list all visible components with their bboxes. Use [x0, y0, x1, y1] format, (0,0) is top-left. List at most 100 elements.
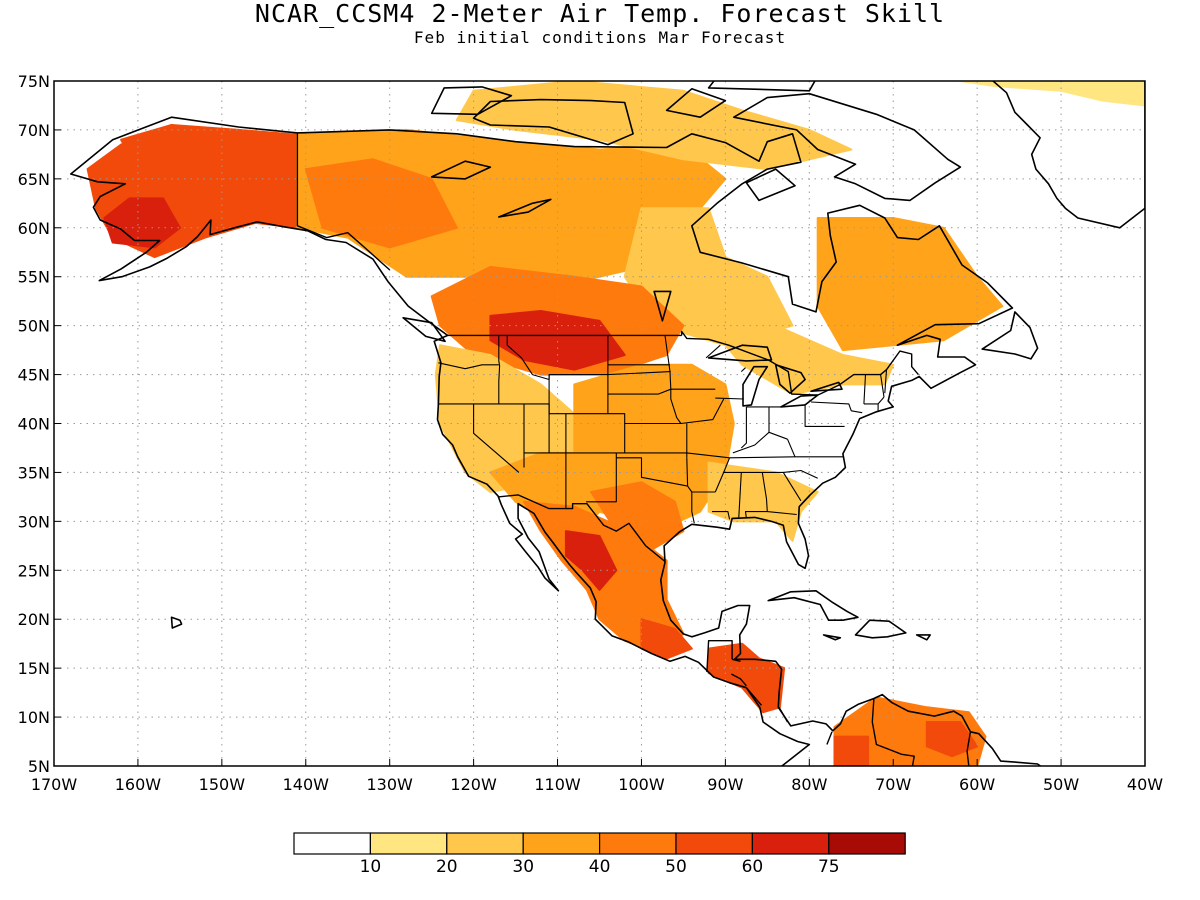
coastline-great-slave [497, 198, 552, 218]
coastline-hispaniola [854, 619, 907, 639]
state-border [804, 403, 845, 427]
lat-tick-label: 25N [18, 561, 50, 580]
lat-tick-label: 5N [28, 757, 50, 776]
state-border [498, 335, 501, 404]
state-border [732, 431, 788, 454]
colorbar-swatch [293, 832, 372, 855]
coastline-banks [430, 86, 513, 116]
lon-tick-label: 80W [791, 775, 827, 794]
lon-tick-label: 170W [31, 775, 78, 794]
coastline-southampton [745, 168, 796, 202]
lon-tick-label: 150W [199, 775, 246, 794]
lat-tick-label: 10N [18, 708, 50, 727]
state-border [712, 511, 731, 520]
coastline-somerset [665, 88, 727, 118]
border-layer [296, 132, 972, 766]
state-border [884, 369, 888, 394]
coastline-cuba [767, 589, 859, 622]
border-central-america [778, 706, 789, 723]
lon-tick-label: 100W [618, 775, 665, 794]
state-border [473, 403, 520, 473]
skill-region-alaska-core [103, 197, 181, 249]
skill-region-quebec-labrador [816, 217, 1004, 352]
skill-region-greenland-fringe [959, 81, 1145, 107]
state-border [738, 472, 742, 518]
state-border [616, 457, 688, 487]
colorbar-swatch [828, 832, 906, 855]
lat-tick-label: 55N [18, 268, 50, 287]
lat-tick-label: 45N [18, 366, 50, 385]
lat-tick-label: 35N [18, 463, 50, 482]
colorbar-label: 30 [512, 857, 534, 877]
skill-region-venezuela-core [925, 721, 979, 758]
lon-tick-label: 140W [283, 775, 330, 794]
skill-region-colombia-core [833, 735, 870, 766]
state-border [722, 469, 818, 479]
lon-tick-label: 120W [450, 775, 497, 794]
lon-tick-label: 50W [1043, 775, 1079, 794]
colorbar-swatch [522, 832, 601, 855]
colorbar: 10 20 30 40 50 60 75 [293, 832, 906, 877]
colorbar-label: 40 [589, 857, 611, 877]
coastline-north-america [70, 116, 1042, 766]
chart-subtitle: Feb initial conditions Mar Forecast [413, 28, 787, 47]
lat-tick-label: 70N [18, 121, 50, 140]
border-us-canada-east [681, 330, 919, 396]
state-border [740, 406, 747, 449]
border-central-america [706, 640, 733, 673]
coastline-greenland [991, 81, 1145, 229]
chart-title: NCAR_CCSM4 2-Meter Air Temp. Forecast Sk… [254, 0, 946, 28]
lat-tick-label: 75N [18, 72, 50, 91]
state-border [786, 438, 796, 458]
lon-tick-label: 160W [115, 775, 162, 794]
lat-tick-label: 50N [18, 317, 50, 336]
border-central-america [826, 731, 833, 745]
coastline-lake-superior [707, 344, 773, 362]
state-border [705, 344, 721, 359]
colorbar-label: 75 [818, 857, 840, 877]
skill-region-ontario-quebec-south [707, 324, 895, 396]
latitude-tick-labels: 75N 70N 65N 60N 55N 50N 45N 40N 35N 30N 25N 20N 15N 1… [18, 72, 61, 776]
coastline-hawaii [170, 616, 183, 629]
coastline-newfoundland [981, 311, 1039, 360]
state-border [586, 452, 617, 503]
state-border [863, 396, 885, 405]
lon-tick-label: 70W [875, 775, 911, 794]
state-border [880, 374, 885, 398]
border-central-america [730, 673, 747, 687]
colorbar-swatch [446, 832, 524, 855]
skill-region-southern-mexico [640, 618, 693, 660]
state-border [863, 374, 867, 404]
colorbar-label: 50 [665, 857, 687, 877]
colorbar-swatch [598, 832, 677, 855]
coastline-devon [707, 81, 816, 92]
coastline-victoria [472, 98, 634, 146]
state-border [680, 398, 725, 425]
border-south-america [966, 731, 972, 766]
border-south-america [871, 698, 915, 766]
state-border [715, 397, 744, 400]
skill-fill-layer [86, 81, 1145, 766]
coastline-lake-michigan [742, 365, 769, 407]
lon-tick-label: 40W [1127, 775, 1163, 794]
colorbar-label: 10 [360, 857, 382, 877]
state-border [810, 401, 863, 414]
coastline-vancouver-island [402, 316, 446, 343]
coastline-baffin [732, 92, 962, 202]
lat-tick-label: 60N [18, 219, 50, 238]
lat-tick-label: 65N [18, 170, 50, 189]
state-border [438, 362, 499, 370]
lat-tick-label: 15N [18, 659, 50, 678]
state-border [506, 335, 550, 381]
state-border [524, 452, 844, 459]
colorbar-swatch [369, 832, 448, 855]
skill-region-mexico-max [564, 530, 618, 591]
lat-tick-label: 20N [18, 610, 50, 629]
border-central-america [745, 687, 763, 706]
lon-tick-label: 130W [367, 775, 414, 794]
border-us-mexico [497, 494, 666, 563]
skill-region-montana-max [489, 310, 626, 371]
colorbar-label: 20 [436, 857, 458, 877]
coastline-great-bear [430, 160, 492, 180]
coastline-winnipeg [653, 290, 672, 322]
